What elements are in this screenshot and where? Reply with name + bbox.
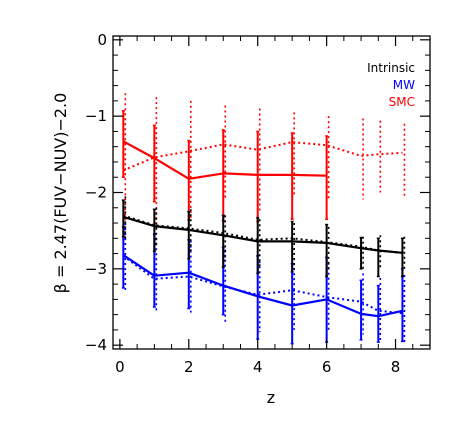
y-tick-label: −2 [85, 184, 107, 202]
smc-dotted-line [122, 141, 403, 172]
x-tick-label: 4 [253, 358, 263, 376]
y-tick-label: −4 [85, 336, 107, 354]
axes: 0 2 4 6 8 0 −1 −2 −3 −4 [85, 31, 430, 376]
legend-mw: MW [393, 78, 415, 92]
legend-smc: SMC [389, 95, 415, 109]
plot-area [121, 93, 406, 346]
mw-dotted-line [122, 255, 403, 315]
intrinsic-solid-line [122, 215, 403, 254]
legend: Intrinsic MW SMC [367, 61, 415, 109]
x-tick-label: 8 [391, 358, 401, 376]
x-tick-label: 6 [322, 358, 332, 376]
mw-solid-line [122, 254, 403, 318]
y-tick-label: −1 [85, 107, 107, 125]
y-tick-label: 0 [97, 31, 107, 49]
smc-solid-line [122, 140, 327, 180]
x-tick-label: 0 [115, 358, 125, 376]
y-tick-label: −3 [85, 260, 107, 278]
y-axis-label: β = 2.47(FUV−NUV)−2.0 [51, 93, 70, 294]
plot-frame [112, 35, 431, 350]
legend-intrinsic: Intrinsic [367, 61, 415, 75]
x-axis-label: z [267, 388, 275, 407]
x-tick-label: 2 [184, 358, 194, 376]
